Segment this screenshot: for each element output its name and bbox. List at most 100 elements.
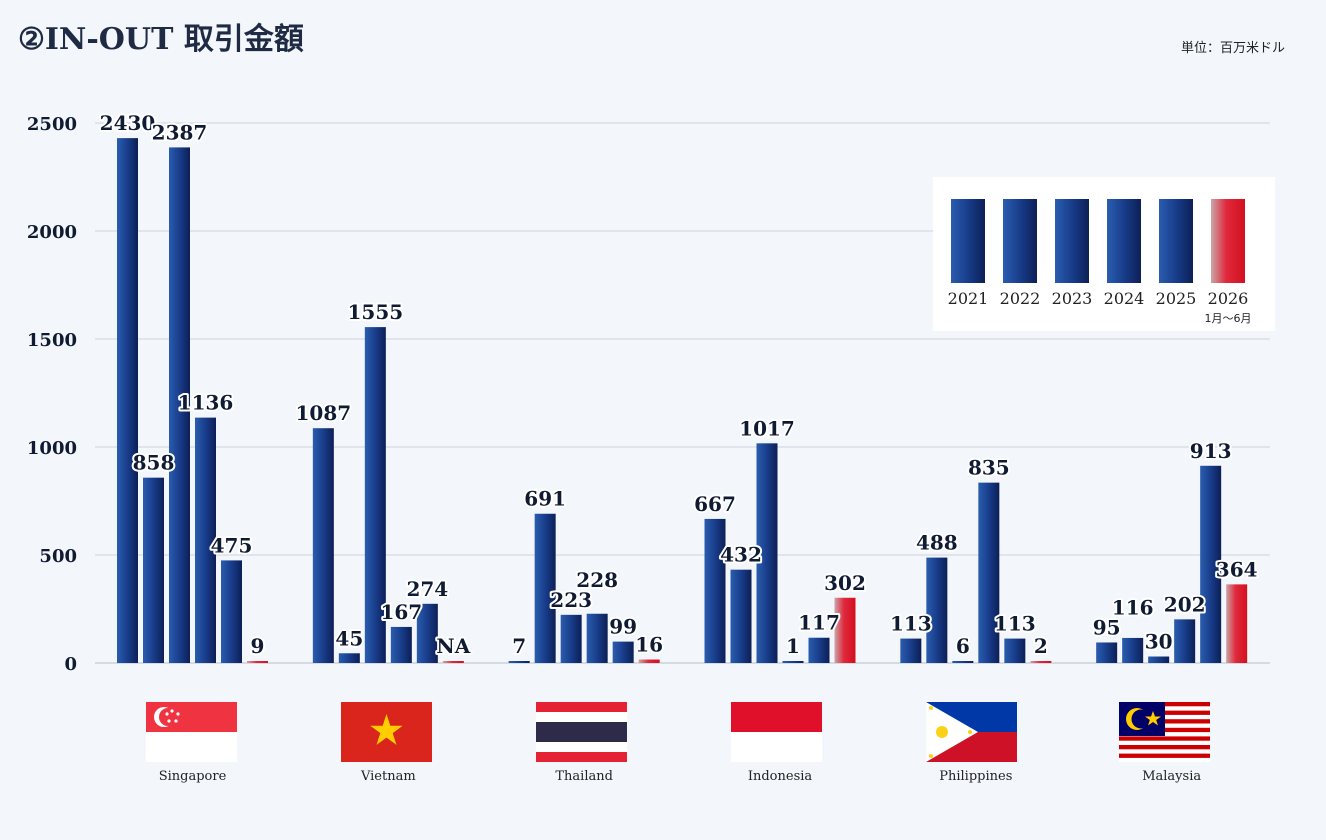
bar [638,659,660,663]
bar [1004,638,1026,663]
bar [612,641,634,663]
legend-swatch [1055,199,1089,283]
legend-label: 2024 [1104,289,1145,308]
y-tick-label: 0 [64,654,77,675]
legend-label: 2022 [1000,289,1041,308]
bar [143,477,164,663]
country-label: Thailand [555,769,613,784]
data-label: 2 [1034,634,1048,658]
bar [560,614,582,663]
data-label: 691 [524,487,566,511]
unit-label: 単位：百万米ドル [1181,40,1285,56]
thailand-flag-icon [536,702,627,762]
data-label: 228 [576,568,618,592]
data-label: 113 [890,612,932,636]
country-label: Vietnam [360,769,416,784]
country-label: Malaysia [1142,769,1201,784]
data-label: 2430 [100,111,156,135]
legend-sublabel: 1月～6月 [1205,312,1252,325]
legend-swatch [1003,199,1037,283]
bar [1174,619,1196,663]
data-label: 835 [968,456,1010,480]
bar [221,560,242,663]
legend-swatch [1159,199,1193,283]
data-label: 432 [720,543,762,567]
data-label: 1017 [739,416,795,440]
bar [338,653,360,663]
legend-label: 2021 [948,289,989,308]
y-tick-label: 1500 [27,330,77,351]
bar [782,661,804,663]
data-label: 1136 [178,391,234,415]
legend-label: 2023 [1052,289,1093,308]
bar [926,557,948,663]
data-label: 45 [335,626,363,650]
country-labels: Singapore Vietnam Thailand Indonesia Philipp… [159,769,1202,784]
legend-swatch [951,199,985,283]
data-label: 9 [251,634,265,658]
data-label: 30 [1145,630,1173,654]
legend-label: 2026 [1208,289,1249,308]
data-label: 858 [133,451,175,475]
bar [1200,465,1222,663]
data-label: 667 [694,492,736,516]
country-label: Indonesia [748,769,813,784]
data-label: 1555 [347,300,403,324]
data-label: 1087 [295,401,351,425]
data-label: 202 [1164,592,1206,616]
data-label: 116 [1112,595,1154,619]
bar [390,626,412,663]
legend-swatch [1211,199,1245,283]
gridlines: 0 500 1000 1500 2000 2500 [27,114,1270,675]
bar [508,661,530,663]
bar [534,513,556,663]
bar [730,569,752,663]
bar [952,661,974,663]
bar [704,518,726,663]
data-label: 475 [211,533,253,557]
data-label: 113 [994,612,1036,636]
bar [442,661,464,663]
y-tick-label: 500 [39,546,77,567]
y-tick-label: 2500 [27,114,77,135]
bar [1122,637,1144,663]
legend-label: 2025 [1156,289,1197,308]
singapore-flag-icon [146,702,237,762]
flags [146,702,1210,762]
bar [169,147,190,663]
data-label: 167 [380,600,422,624]
bar [416,603,438,663]
bars [117,138,1248,663]
data-label: 1 [786,634,800,658]
data-label: 117 [798,611,840,635]
data-label: 99 [609,615,637,639]
bar [900,638,922,663]
indonesia-flag-icon [731,702,822,762]
data-label: 223 [550,588,592,612]
legend-swatch [1107,199,1141,283]
bar [312,428,334,663]
vietnam-flag-icon [341,702,432,762]
y-tick-label: 2000 [27,222,77,243]
y-tick-label: 1000 [27,438,77,459]
data-label: 2387 [152,120,208,144]
bar [756,443,778,663]
country-label: Philippines [939,769,1012,784]
bar [364,327,386,663]
data-label: 302 [824,571,866,595]
bar [117,138,138,663]
philippines-flag-icon [926,702,1017,762]
country-label: Singapore [159,769,227,784]
bar [247,661,268,663]
data-label: 913 [1190,439,1232,463]
data-label: 364 [1216,557,1258,581]
data-label: NA [436,634,470,658]
bar [195,417,216,663]
bar [808,637,830,663]
data-label: 16 [635,633,663,657]
malaysia-flag-icon [1119,702,1210,762]
bar [978,482,1000,663]
chart-title: ②IN-OUT 取引金額 [18,22,304,57]
bar [1148,656,1170,663]
